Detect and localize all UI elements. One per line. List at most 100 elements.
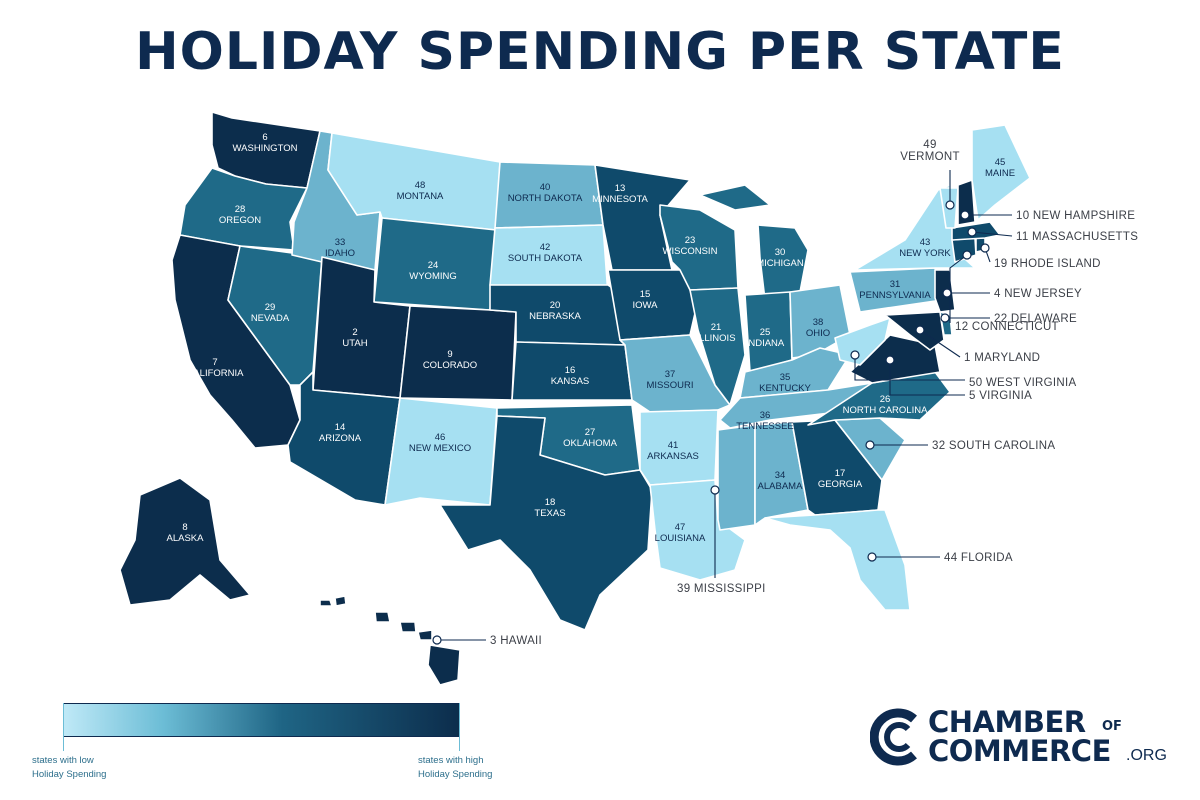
rank-label-oregon: 28 xyxy=(235,204,246,215)
rank-label-alabama: 34 xyxy=(775,470,786,481)
state-label-new-york: NEW YORK xyxy=(899,248,951,259)
callout-connecticut: 12 CONNECTICUT xyxy=(955,321,1059,333)
marker-florida[interactable] xyxy=(867,552,877,562)
state-label-indiana: INDIANA xyxy=(746,338,785,349)
state-texas[interactable] xyxy=(439,415,653,631)
state-colorado[interactable] xyxy=(399,305,517,401)
state-hawaii[interactable] xyxy=(319,595,461,686)
rank-label-tennessee: 36 xyxy=(760,410,771,421)
rank-label-maine: 45 xyxy=(995,157,1006,168)
state-label-tennessee: TENNESSEE xyxy=(736,421,794,432)
rank-label-arizona: 14 xyxy=(335,422,346,433)
state-label-washington: WASHINGTON xyxy=(233,143,298,154)
callout-delaware: 22 DELAWARE xyxy=(994,313,1077,325)
marker-rhode-island[interactable] xyxy=(980,243,990,253)
legend-high-line1: states with high xyxy=(418,755,484,766)
callout-hawaii: 3 HAWAII xyxy=(490,635,542,647)
state-arkansas[interactable] xyxy=(639,409,719,486)
logo-c-icon xyxy=(870,708,917,766)
marker-maryland[interactable] xyxy=(915,325,925,335)
marker-mississippi[interactable] xyxy=(710,485,720,495)
state-label-minnesota: MINNESOTA xyxy=(592,194,648,205)
rank-label-new-york: 43 xyxy=(920,237,931,248)
map-title: HOLIDAY SPENDING PER STATE xyxy=(135,22,1065,82)
state-label-alaska: ALASKA xyxy=(167,533,205,544)
marker-south-carolina[interactable] xyxy=(865,440,875,450)
callout-rhode-island: 19 RHODE ISLAND xyxy=(994,258,1101,270)
rank-label-north-carolina: 26 xyxy=(880,394,891,405)
marker-virginia[interactable] xyxy=(885,355,895,365)
state-label-california: CALIFORNIA xyxy=(186,368,244,379)
state-label-arkansas: ARKANSAS xyxy=(647,451,699,462)
callout-south-carolina: 32 SOUTH CAROLINA xyxy=(932,440,1055,452)
marker-new-jersey[interactable] xyxy=(942,288,952,298)
rank-label-kentucky: 35 xyxy=(780,372,791,383)
rank-label-illinois: 21 xyxy=(711,322,722,333)
marker-delaware[interactable] xyxy=(940,313,950,323)
leader-line-maryland xyxy=(919,329,961,358)
rank-label-montana: 48 xyxy=(415,180,426,191)
marker-vermont[interactable] xyxy=(945,200,955,210)
callout-florida: 44 FLORIDA xyxy=(944,552,1013,564)
state-alabama[interactable] xyxy=(754,421,809,526)
state-iowa[interactable] xyxy=(607,269,699,341)
rank-label-oklahoma: 27 xyxy=(585,427,596,438)
rank-label-nevada: 29 xyxy=(265,302,276,313)
state-label-colorado: COLORADO xyxy=(423,360,477,371)
state-label-wisconsin: WISCONSIN xyxy=(663,246,718,257)
marker-west-virginia[interactable] xyxy=(850,350,860,360)
chamber-of-commerce-logo: CHAMBER OF COMMERCE .ORG xyxy=(870,705,1170,768)
state-label-louisiana: LOUISIANA xyxy=(655,533,706,544)
state-label-nevada: NEVADA xyxy=(251,313,290,324)
state-label-idaho: IDAHO xyxy=(325,248,355,259)
marker-connecticut[interactable] xyxy=(962,250,972,260)
state-label-north-dakota: NORTH DAKOTA xyxy=(508,193,583,204)
callout-massachusetts: 11 MASSACHUSETTS xyxy=(1016,231,1138,243)
rank-label-indiana: 25 xyxy=(760,327,771,338)
callout-mississippi: 39 MISSISSIPPI xyxy=(677,583,766,595)
marker-new-hampshire[interactable] xyxy=(960,210,970,220)
state-label-iowa: IOWA xyxy=(633,300,659,311)
state-maine[interactable] xyxy=(971,124,1031,221)
state-arizona[interactable] xyxy=(287,371,401,506)
legend-low-tick xyxy=(63,703,64,751)
rank-label-north-dakota: 40 xyxy=(540,182,551,193)
rank-label-georgia: 17 xyxy=(835,468,846,479)
state-label-new-mexico: NEW MEXICO xyxy=(409,443,471,454)
state-alaska[interactable] xyxy=(119,477,251,606)
marker-hawaii[interactable] xyxy=(432,635,442,645)
callout-name-vermont: VERMONT xyxy=(900,151,960,163)
state-label-south-dakota: SOUTH DAKOTA xyxy=(508,253,583,264)
rank-label-missouri: 37 xyxy=(665,369,676,380)
logo-line1: CHAMBER xyxy=(928,705,1086,739)
leader-line-massachusetts xyxy=(971,231,1013,237)
state-label-montana: MONTANA xyxy=(397,191,444,202)
rank-label-pennsylvania: 31 xyxy=(890,279,901,290)
legend-gradient-bar xyxy=(63,703,460,737)
state-label-illinois: ILLINOIS xyxy=(696,333,735,344)
state-new-mexico[interactable] xyxy=(384,397,498,506)
state-mississippi[interactable] xyxy=(717,424,756,531)
state-label-georgia: GEORGIA xyxy=(818,479,863,490)
logo-line2: COMMERCE xyxy=(928,734,1111,768)
rank-label-ohio: 38 xyxy=(813,317,824,328)
state-label-oregon: OREGON xyxy=(219,215,261,226)
callout-maryland: 1 MARYLAND xyxy=(964,352,1040,364)
rank-label-kansas: 16 xyxy=(565,365,576,376)
state-illinois[interactable] xyxy=(689,287,746,406)
legend-high-label: states with high Holiday Spending xyxy=(418,754,492,782)
legend-low-label: states with low Holiday Spending xyxy=(32,754,106,782)
callout-new-jersey: 4 NEW JERSEY xyxy=(994,288,1082,300)
callout-rank-vermont: 49 xyxy=(923,139,936,151)
state-label-utah: UTAH xyxy=(342,338,367,349)
rank-label-utah: 2 xyxy=(352,327,357,338)
state-label-alabama: ALABAMA xyxy=(758,481,804,492)
state-maryland[interactable] xyxy=(884,311,945,351)
legend-low-line2: Holiday Spending xyxy=(32,769,107,780)
marker-massachusetts[interactable] xyxy=(967,227,977,237)
state-west-virginia[interactable] xyxy=(834,317,891,366)
state-florida[interactable] xyxy=(764,509,911,611)
state-label-kentucky: KENTUCKY xyxy=(759,383,811,394)
callout-virginia: 5 VIRGINIA xyxy=(969,390,1032,402)
legend-high-tick xyxy=(459,703,460,751)
